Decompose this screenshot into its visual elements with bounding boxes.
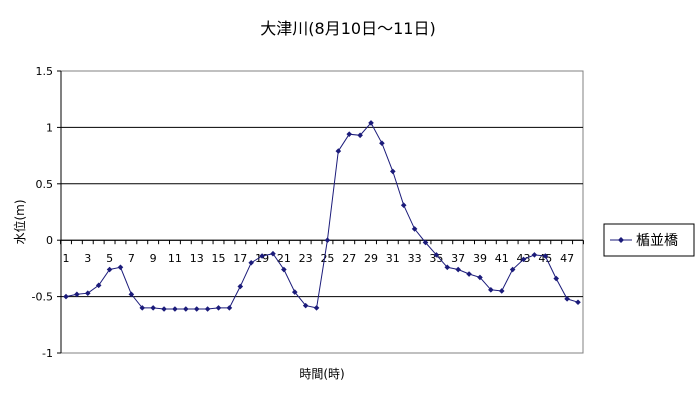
- data-point: [575, 299, 581, 306]
- y-tick-label: 0: [46, 234, 53, 247]
- data-point: [564, 296, 570, 302]
- data-point: [477, 274, 483, 281]
- chart-title: 大津川(8月10日〜11日): [260, 19, 435, 38]
- data-point: [379, 140, 385, 146]
- x-tick-label: 37: [451, 252, 465, 265]
- data-point: [193, 306, 200, 312]
- x-tick-label: 13: [190, 252, 204, 265]
- x-tick-label: 23: [299, 252, 313, 265]
- data-point: [270, 250, 276, 257]
- legend: 楯並橋: [603, 223, 695, 257]
- data-point: [411, 226, 418, 232]
- data-point: [520, 256, 527, 263]
- x-tick-label: 31: [386, 252, 400, 265]
- data-point: [390, 168, 396, 175]
- series-line-楯並橋: [65, 122, 579, 310]
- x-axis-ticks: 1357911131517192123252729313335373941434…: [60, 240, 584, 265]
- data-point: [335, 148, 342, 154]
- data-point: [509, 266, 516, 273]
- x-tick-label: 3: [84, 252, 91, 265]
- data-point: [215, 305, 222, 311]
- x-tick-label: 33: [408, 252, 422, 265]
- data-point: [466, 271, 472, 277]
- data-point: [542, 253, 549, 259]
- x-tick-label: 27: [342, 252, 356, 265]
- y-tick-label: 1: [46, 121, 53, 134]
- y-tick-label: -0.5: [32, 291, 53, 304]
- x-tick-label: 5: [106, 252, 113, 265]
- data-point: [139, 305, 146, 311]
- data-point: [422, 239, 429, 246]
- data-point: [488, 287, 494, 293]
- x-tick-label: 41: [495, 252, 509, 265]
- data-point: [117, 264, 124, 271]
- data-point: [368, 120, 374, 126]
- x-tick-label: 39: [473, 252, 487, 265]
- x-tick-label: 25: [320, 252, 334, 265]
- data-point: [183, 306, 189, 312]
- data-point: [302, 302, 309, 309]
- data-point: [324, 237, 331, 243]
- x-tick-label: 9: [150, 252, 157, 265]
- data-point: [291, 289, 298, 295]
- data-point: [259, 253, 265, 259]
- data-point: [226, 305, 233, 311]
- y-tick-label: -1: [42, 347, 53, 360]
- data-point: [444, 264, 451, 271]
- x-axis-label: 時間(時): [299, 367, 344, 381]
- data-point: [248, 259, 254, 266]
- y-axis-label: 水位(m): [12, 199, 27, 244]
- data-point: [150, 305, 156, 311]
- y-tick-label: 0.5: [36, 178, 54, 191]
- data-point: [106, 266, 113, 273]
- data-point: [346, 131, 353, 137]
- gridlines: [60, 71, 583, 353]
- plot-area: [60, 70, 584, 354]
- data-point: [400, 202, 407, 209]
- data-points: [63, 120, 581, 312]
- data-point: [553, 275, 560, 282]
- data-point: [172, 306, 178, 312]
- data-point: [433, 252, 440, 258]
- data-point: [237, 283, 244, 290]
- series-lines: [65, 122, 579, 310]
- x-tick-label: 15: [212, 252, 226, 265]
- x-tick-label: 11: [168, 252, 182, 265]
- x-tick-label: 7: [128, 252, 135, 265]
- data-point: [313, 305, 320, 311]
- data-point: [204, 306, 211, 312]
- x-tick-label: 17: [233, 252, 247, 265]
- x-tick-label: 1: [63, 252, 70, 265]
- y-tick-label: 1.5: [36, 65, 54, 78]
- legend-marker: [618, 237, 624, 243]
- data-point: [357, 132, 363, 139]
- data-point: [74, 291, 80, 298]
- x-tick-label: 21: [277, 252, 291, 265]
- data-point: [63, 293, 69, 300]
- data-point: [455, 266, 461, 273]
- y-axis-ticks: 1.5 1 0.5 0 -0.5 -1: [32, 65, 61, 360]
- data-point: [95, 282, 102, 289]
- legend-label: 楯並橋: [636, 233, 678, 249]
- data-point: [281, 266, 287, 273]
- data-point: [84, 290, 91, 297]
- x-tick-label: 35: [429, 252, 443, 265]
- data-point: [531, 252, 538, 258]
- data-point: [498, 288, 505, 294]
- data-point: [161, 306, 167, 312]
- data-point: [128, 291, 135, 298]
- x-tick-label: 29: [364, 252, 378, 265]
- x-tick-label: 47: [560, 252, 574, 265]
